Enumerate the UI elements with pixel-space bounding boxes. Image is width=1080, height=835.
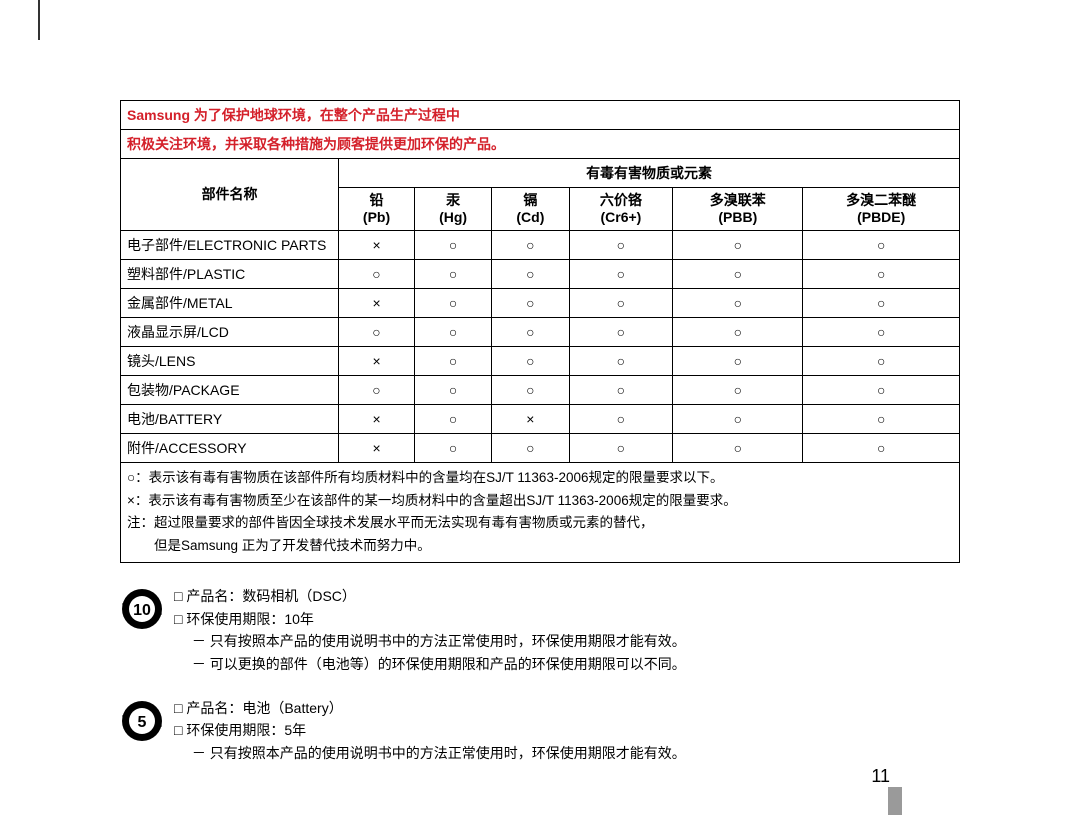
svg-text:10: 10 — [133, 602, 151, 619]
value-cell: ○ — [673, 404, 803, 433]
value-cell: ○ — [673, 259, 803, 288]
value-cell: ○ — [569, 317, 673, 346]
eco-period-block-5: 5 □ 产品名：电池（Battery）□ 环保使用期限：5年 － 只有按照本产品… — [120, 697, 960, 764]
value-cell: × — [339, 230, 415, 259]
table-row: 电子部件/ELECTRONIC PARTS×○○○○○ — [121, 230, 960, 259]
value-cell: × — [492, 404, 569, 433]
value-cell: ○ — [803, 375, 960, 404]
info-line: □ 环保使用期限：10年 — [174, 608, 686, 630]
part-name-cell: 包装物/PACKAGE — [121, 375, 339, 404]
table-row: 塑料部件/PLASTIC○○○○○○ — [121, 259, 960, 288]
table-row: 液晶显示屏/LCD○○○○○○ — [121, 317, 960, 346]
value-cell: ○ — [569, 433, 673, 462]
value-cell: × — [339, 288, 415, 317]
note-line: ○：表示该有毒有害物质在该部件所有均质材料中的含量均在SJ/T 11363-20… — [127, 467, 953, 490]
value-cell: ○ — [803, 317, 960, 346]
value-cell: ○ — [673, 317, 803, 346]
table-intro-line1: Samsung 为了保护地球环境，在整个产品生产过程中 — [121, 101, 960, 130]
value-cell: ○ — [414, 433, 491, 462]
part-name-cell: 镜头/LENS — [121, 346, 339, 375]
info-line: － 只有按照本产品的使用说明书中的方法正常使用时，环保使用期限才能有效。 — [174, 742, 686, 764]
table-intro-line2: 积极关注环境，并采取各种措施为顾客提供更加环保的产品。 — [121, 130, 960, 159]
thumb-tab — [888, 787, 902, 815]
note-line: ×：表示该有毒有害物质至少在该部件的某一均质材料中的含量超出SJ/T 11363… — [127, 490, 953, 513]
page-binding-mark — [38, 0, 40, 40]
value-cell: ○ — [414, 317, 491, 346]
info-line: － 可以更换的部件（电池等）的环保使用期限和产品的环保使用期限可以不同。 — [174, 653, 686, 675]
value-cell: ○ — [673, 288, 803, 317]
value-cell: ○ — [673, 230, 803, 259]
value-cell: ○ — [803, 259, 960, 288]
svg-text:5: 5 — [138, 714, 147, 731]
value-cell: ○ — [803, 230, 960, 259]
note-line: 注：超过限量要求的部件皆因全球技术发展水平而无法实现有毒有害物质或元素的替代， — [127, 512, 953, 535]
value-cell: ○ — [673, 375, 803, 404]
part-name-cell: 附件/ACCESSORY — [121, 433, 339, 462]
table-notes: ○：表示该有毒有害物质在该部件所有均质材料中的含量均在SJ/T 11363-20… — [121, 462, 960, 563]
column-header: 铅(Pb) — [339, 188, 415, 231]
value-cell: ○ — [492, 346, 569, 375]
page-number: 11 — [871, 766, 890, 787]
value-cell: ○ — [569, 346, 673, 375]
value-cell: ○ — [492, 230, 569, 259]
value-cell: ○ — [414, 230, 491, 259]
value-cell: ○ — [569, 230, 673, 259]
column-header: 镉(Cd) — [492, 188, 569, 231]
table-row: 电池/BATTERY×○×○○○ — [121, 404, 960, 433]
part-name-cell: 电子部件/ELECTRONIC PARTS — [121, 230, 339, 259]
parts-column-header: 部件名称 — [121, 159, 339, 231]
value-cell: × — [339, 404, 415, 433]
column-header: 多溴二苯醚(PBDE) — [803, 188, 960, 231]
column-header: 六价铬(Cr6+) — [569, 188, 673, 231]
hazardous-substances-table: Samsung 为了保护地球环境，在整个产品生产过程中 积极关注环境，并采取各种… — [120, 100, 960, 563]
value-cell: ○ — [803, 346, 960, 375]
value-cell: ○ — [492, 433, 569, 462]
value-cell: ○ — [569, 288, 673, 317]
info-line: □ 产品名：电池（Battery） — [174, 697, 686, 719]
value-cell: ○ — [673, 433, 803, 462]
note-line: 但是Samsung 正为了开发替代技术而努力中。 — [127, 535, 953, 558]
value-cell: × — [339, 433, 415, 462]
value-cell: ○ — [673, 346, 803, 375]
page-content: Samsung 为了保护地球环境，在整个产品生产过程中 积极关注环境，并采取各种… — [120, 100, 960, 764]
value-cell: ○ — [414, 346, 491, 375]
part-name-cell: 液晶显示屏/LCD — [121, 317, 339, 346]
value-cell: ○ — [414, 288, 491, 317]
value-cell: ○ — [803, 404, 960, 433]
column-header: 多溴联苯(PBB) — [673, 188, 803, 231]
eco-period-block-10: 10 □ 产品名：数码相机（DSC）□ 环保使用期限：10年 － 只有按照本产品… — [120, 585, 960, 675]
part-name-cell: 金属部件/METAL — [121, 288, 339, 317]
value-cell: ○ — [339, 259, 415, 288]
eco-icon-5: 5 — [120, 699, 164, 743]
value-cell: × — [339, 346, 415, 375]
value-cell: ○ — [414, 259, 491, 288]
part-name-cell: 塑料部件/PLASTIC — [121, 259, 339, 288]
info-line: □ 环保使用期限：5年 — [174, 719, 686, 741]
info-line: － 只有按照本产品的使用说明书中的方法正常使用时，环保使用期限才能有效。 — [174, 630, 686, 652]
value-cell: ○ — [803, 288, 960, 317]
value-cell: ○ — [339, 375, 415, 404]
eco-block-5-text: □ 产品名：电池（Battery）□ 环保使用期限：5年 － 只有按照本产品的使… — [174, 697, 686, 764]
substances-group-header: 有毒有害物质或元素 — [339, 159, 960, 188]
value-cell: ○ — [492, 259, 569, 288]
eco-icon-10: 10 — [120, 587, 164, 631]
value-cell: ○ — [492, 288, 569, 317]
table-row: 镜头/LENS×○○○○○ — [121, 346, 960, 375]
value-cell: ○ — [414, 375, 491, 404]
value-cell: ○ — [492, 375, 569, 404]
value-cell: ○ — [569, 404, 673, 433]
eco-block-10-text: □ 产品名：数码相机（DSC）□ 环保使用期限：10年 － 只有按照本产品的使用… — [174, 585, 686, 675]
value-cell: ○ — [414, 404, 491, 433]
table-row: 金属部件/METAL×○○○○○ — [121, 288, 960, 317]
column-header: 汞(Hg) — [414, 188, 491, 231]
info-line: □ 产品名：数码相机（DSC） — [174, 585, 686, 607]
value-cell: ○ — [569, 375, 673, 404]
table-row: 包装物/PACKAGE○○○○○○ — [121, 375, 960, 404]
value-cell: ○ — [569, 259, 673, 288]
value-cell: ○ — [339, 317, 415, 346]
part-name-cell: 电池/BATTERY — [121, 404, 339, 433]
table-row: 附件/ACCESSORY×○○○○○ — [121, 433, 960, 462]
value-cell: ○ — [492, 317, 569, 346]
value-cell: ○ — [803, 433, 960, 462]
